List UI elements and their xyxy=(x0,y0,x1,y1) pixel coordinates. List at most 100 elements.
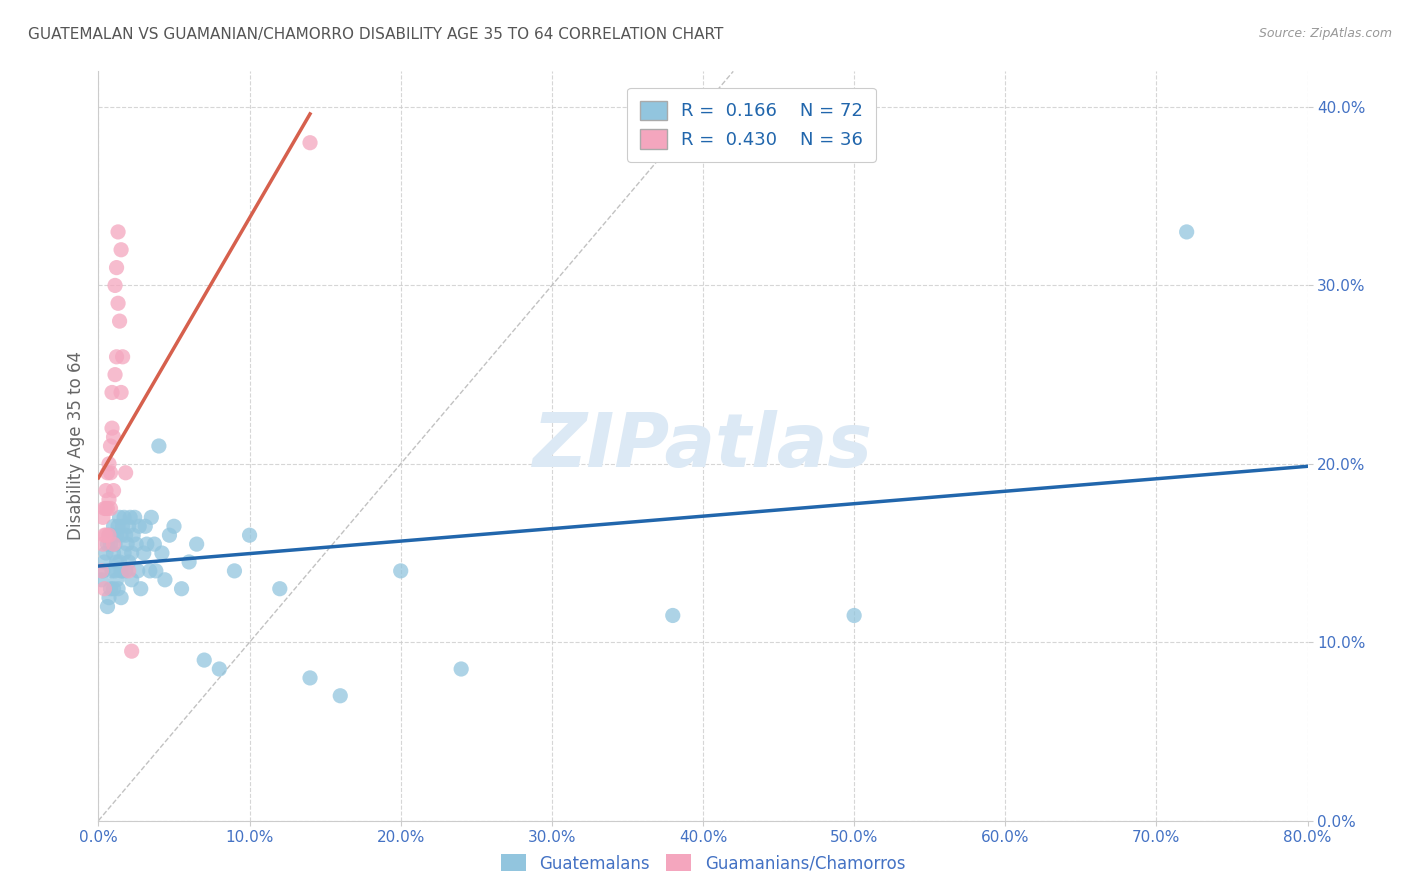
Point xyxy=(107,519,129,533)
Y-axis label: Disability Age 35 to 64: Disability Age 35 to 64 xyxy=(66,351,84,541)
Point xyxy=(93,528,115,542)
Point xyxy=(91,510,114,524)
Point xyxy=(94,546,117,560)
Point xyxy=(193,653,215,667)
Point xyxy=(98,528,121,542)
Point xyxy=(112,510,135,524)
Point xyxy=(105,555,128,569)
Text: ZIPatlas: ZIPatlas xyxy=(533,409,873,483)
Point xyxy=(111,519,134,533)
Point xyxy=(299,671,322,685)
Point xyxy=(112,546,135,560)
Point xyxy=(100,582,122,596)
Point xyxy=(103,546,125,560)
Point xyxy=(124,510,146,524)
Point xyxy=(111,564,134,578)
Point xyxy=(150,546,173,560)
Point xyxy=(104,564,127,578)
Point xyxy=(153,573,176,587)
Point xyxy=(145,564,167,578)
Point xyxy=(98,457,121,471)
Point xyxy=(118,564,141,578)
Point xyxy=(105,528,128,542)
Point xyxy=(98,492,121,507)
Point xyxy=(96,599,118,614)
Point xyxy=(108,314,131,328)
Point xyxy=(104,368,127,382)
Point xyxy=(129,582,152,596)
Point xyxy=(110,591,132,605)
Point xyxy=(121,644,143,658)
Point xyxy=(108,555,131,569)
Point xyxy=(107,225,129,239)
Point xyxy=(96,501,118,516)
Point xyxy=(844,608,866,623)
Point xyxy=(114,564,136,578)
Point xyxy=(1175,225,1198,239)
Point xyxy=(114,528,136,542)
Point xyxy=(90,573,112,587)
Point xyxy=(100,501,122,516)
Point xyxy=(101,528,124,542)
Point xyxy=(329,689,352,703)
Point xyxy=(100,466,122,480)
Point xyxy=(208,662,231,676)
Point xyxy=(148,439,170,453)
Point xyxy=(103,537,125,551)
Point xyxy=(224,564,246,578)
Point xyxy=(107,296,129,310)
Point xyxy=(118,555,141,569)
Point xyxy=(110,528,132,542)
Point xyxy=(125,537,148,551)
Point xyxy=(179,555,201,569)
Point xyxy=(121,546,143,560)
Point xyxy=(101,421,124,435)
Point xyxy=(103,430,125,444)
Point xyxy=(101,564,124,578)
Point xyxy=(105,350,128,364)
Point xyxy=(100,439,122,453)
Point xyxy=(104,537,127,551)
Point xyxy=(111,350,134,364)
Point xyxy=(114,466,136,480)
Point xyxy=(105,260,128,275)
Point xyxy=(127,564,149,578)
Point xyxy=(107,582,129,596)
Point xyxy=(100,537,122,551)
Point xyxy=(93,582,115,596)
Point xyxy=(96,466,118,480)
Point xyxy=(121,573,143,587)
Point xyxy=(103,582,125,596)
Point xyxy=(94,528,117,542)
Point xyxy=(139,564,162,578)
Point xyxy=(128,519,150,533)
Point xyxy=(91,564,114,578)
Point xyxy=(93,555,115,569)
Point xyxy=(104,278,127,293)
Point xyxy=(132,546,155,560)
Point xyxy=(110,564,132,578)
Point xyxy=(299,136,322,150)
Point xyxy=(93,501,115,516)
Point xyxy=(105,573,128,587)
Point xyxy=(115,537,138,551)
Point xyxy=(91,537,114,551)
Point xyxy=(141,510,163,524)
Point xyxy=(143,537,166,551)
Point xyxy=(239,528,262,542)
Point xyxy=(118,519,141,533)
Point xyxy=(159,528,181,542)
Point xyxy=(269,582,291,596)
Point xyxy=(90,564,112,578)
Text: GUATEMALAN VS GUAMANIAN/CHAMORRO DISABILITY AGE 35 TO 64 CORRELATION CHART: GUATEMALAN VS GUAMANIAN/CHAMORRO DISABIL… xyxy=(28,27,724,42)
Point xyxy=(170,582,193,596)
Point xyxy=(101,385,124,400)
Point xyxy=(110,243,132,257)
Point xyxy=(450,662,472,676)
Point xyxy=(103,483,125,498)
Point xyxy=(135,537,157,551)
Legend: Guatemalans, Guamanians/Chamorros: Guatemalans, Guamanians/Chamorros xyxy=(494,847,912,880)
Point xyxy=(134,519,156,533)
Point xyxy=(96,537,118,551)
Point xyxy=(122,528,145,542)
